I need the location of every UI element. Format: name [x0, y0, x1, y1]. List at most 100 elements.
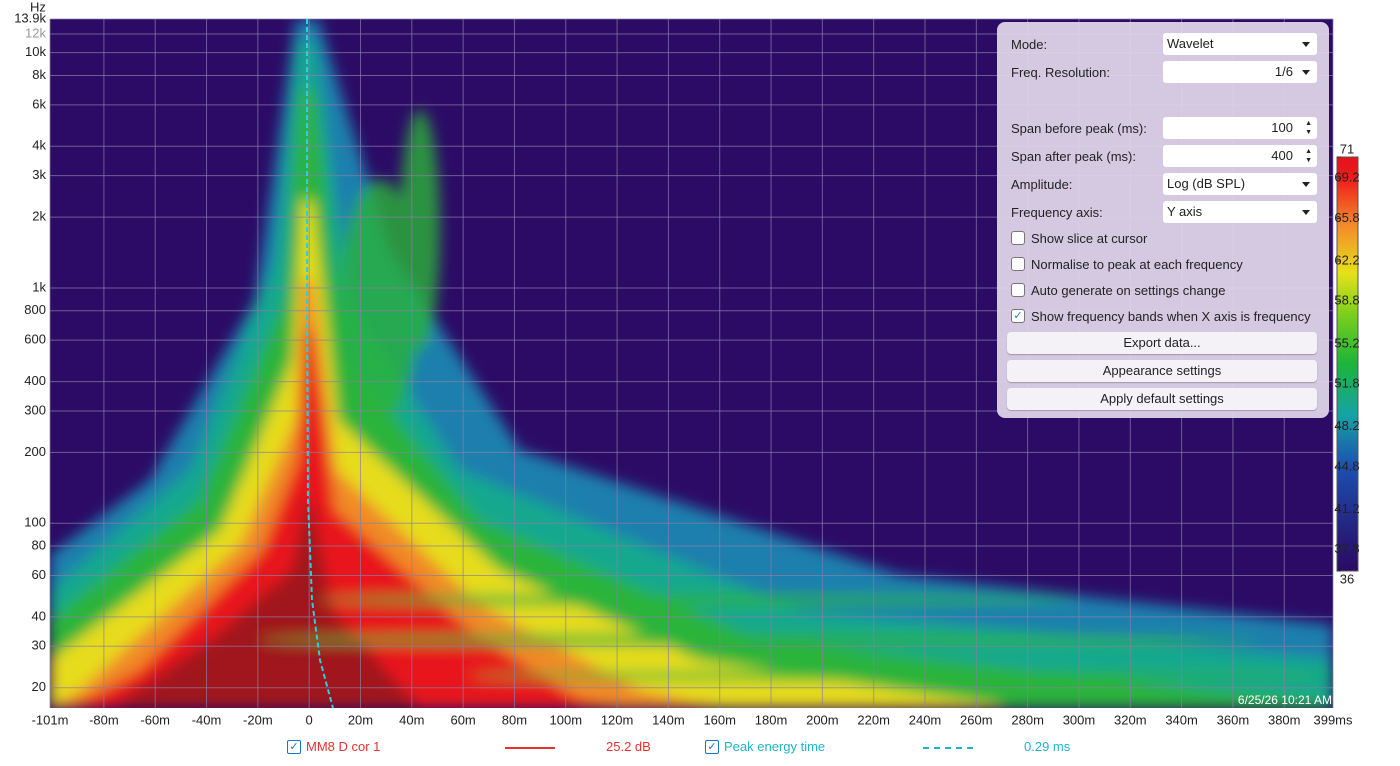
y-tick-label: 200 — [24, 444, 46, 459]
heatmap — [50, 19, 1333, 708]
freq-axis-row: Frequency axis: Y axis — [1011, 201, 1319, 223]
x-tick-label: 399ms — [1313, 712, 1353, 727]
x-tick-label: -80m — [89, 712, 119, 727]
spinbox[interactable]: 100 — [1163, 117, 1317, 139]
legend-name: Peak energy time — [724, 739, 826, 754]
y-tick-label: 2k — [32, 209, 46, 224]
mode-row: Mode: Wavelet — [1011, 33, 1319, 55]
colorbar-label: 62.2 — [1334, 253, 1359, 268]
x-tick-label: 240m — [909, 712, 942, 727]
y-tick-label: 3k — [32, 167, 46, 182]
label: Frequency axis: — [1011, 205, 1103, 220]
y-tick-label: 400 — [24, 373, 46, 388]
y-tick-label: 800 — [24, 302, 46, 317]
button[interactable]: Appearance settings — [1007, 360, 1317, 382]
colorbar-label: 48.2 — [1334, 418, 1359, 433]
colorbar-label: 51.8 — [1334, 376, 1359, 391]
y-tick-label: 80 — [32, 537, 46, 552]
x-tick-label: 380m — [1268, 712, 1301, 727]
span-before-row: Span before peak (ms): 100 — [1011, 117, 1319, 139]
label: Amplitude: — [1011, 177, 1073, 192]
x-tick-label: 260m — [960, 712, 993, 727]
legend-name: MM8 D cor 1 — [306, 739, 381, 754]
x-tick-label: -101m — [32, 712, 69, 727]
y-tick-label: 10k — [25, 44, 46, 59]
peak-energy-curve — [306, 19, 334, 709]
x-tick-label: 180m — [755, 712, 788, 727]
label: Span after peak (ms): — [1011, 149, 1136, 164]
dropdown[interactable]: Log (dB SPL) — [1163, 173, 1317, 195]
y-tick-label: 4k — [32, 138, 46, 153]
checkbox-label: Auto generate on settings change — [1031, 283, 1226, 298]
colorbar-label: 37.8 — [1334, 541, 1359, 556]
span-after-row: Span after peak (ms): 400 — [1011, 145, 1319, 167]
checkbox[interactable]: ✓ — [1011, 309, 1025, 323]
colorbar-label: 55.2 — [1334, 335, 1359, 350]
y-tick-label: 60 — [32, 567, 46, 582]
x-tick-label: 140m — [652, 712, 685, 727]
legend-checkbox[interactable]: ✓ — [705, 740, 719, 754]
checkbox-label: Normalise to peak at each frequency — [1031, 257, 1243, 272]
legend: ✓ MM8 D cor 1 25.2 dB ✓ Peak energy time 0.29… — [0, 738, 1400, 758]
x-tick-label: 360m — [1217, 712, 1250, 727]
colorbar-label: 41.2 — [1334, 501, 1359, 516]
x-tick-label: -40m — [192, 712, 222, 727]
timestamp: 6/25/26 10:21 AM — [1237, 693, 1332, 707]
y-tick-label: 20 — [32, 679, 46, 694]
legend-readout: 25.2 dB — [606, 739, 651, 754]
label: Freq. Resolution: — [1011, 65, 1110, 80]
settings-panel: Mode: Wavelet Freq. Resolution: 1/6 Span b… — [997, 22, 1329, 418]
y-tick-label: 600 — [24, 332, 46, 347]
colorbar-label: 71 — [1340, 141, 1354, 156]
x-tick-label: 80m — [502, 712, 527, 727]
y-unit: Hz — [30, 0, 46, 14]
checkbox[interactable] — [1011, 283, 1025, 297]
button[interactable]: Export data... — [1007, 332, 1317, 354]
amplitude-row: Amplitude: Log (dB SPL) — [1011, 173, 1319, 195]
legend-checkbox[interactable]: ✓ — [287, 740, 301, 754]
colorbar-label: 44.8 — [1334, 458, 1359, 473]
x-tick-label: 40m — [399, 712, 424, 727]
x-tick-label: 0 — [306, 712, 313, 727]
dropdown[interactable]: Y axis — [1163, 201, 1317, 223]
spinbox[interactable]: 400 — [1163, 145, 1317, 167]
button[interactable]: Apply default settings — [1007, 388, 1317, 410]
y-tick-label: 1k — [32, 279, 46, 294]
x-tick-label: -20m — [243, 712, 273, 727]
x-tick-label: 300m — [1063, 712, 1096, 727]
y-tick-label: 6k — [32, 96, 46, 111]
legend-line — [505, 747, 555, 749]
checkbox-label: Show frequency bands when X axis is freq… — [1031, 309, 1311, 324]
y-tick-label: 40 — [32, 608, 46, 623]
y-tick-label: 100 — [24, 515, 46, 530]
legend-line — [923, 747, 973, 749]
label: Mode: — [1011, 37, 1048, 52]
y-tick-label: 30 — [32, 638, 46, 653]
checkbox[interactable] — [1011, 231, 1025, 245]
freq-row: Freq. Resolution: 1/6 — [1011, 61, 1319, 83]
x-tick-label: 340m — [1165, 712, 1198, 727]
x-tick-label: 20m — [348, 712, 373, 727]
colorbar — [1336, 156, 1359, 572]
x-tick-label: 60m — [450, 712, 475, 727]
checkbox[interactable] — [1011, 257, 1025, 271]
label: Span before peak (ms): — [1011, 121, 1147, 136]
colorbar-label: 58.8 — [1334, 293, 1359, 308]
x-tick-label: 320m — [1114, 712, 1147, 727]
x-tick-label: 220m — [857, 712, 890, 727]
y-tick-label: 8k — [32, 67, 46, 82]
x-tick-label: 160m — [703, 712, 736, 727]
x-tick-label: 100m — [550, 712, 583, 727]
y-tick-label: 13.9k — [14, 10, 46, 25]
dropdown[interactable]: Wavelet — [1163, 33, 1317, 55]
colorbar-label: 69.2 — [1334, 170, 1359, 185]
x-tick-label: 200m — [806, 712, 839, 727]
y-tick-label: 300 — [24, 402, 46, 417]
x-tick-label: -60m — [140, 712, 170, 727]
dropdown[interactable]: 1/6 — [1163, 61, 1317, 83]
legend-readout: 0.29 ms — [1024, 739, 1071, 754]
x-tick-label: 120m — [601, 712, 634, 727]
x-tick-label: 280m — [1011, 712, 1044, 727]
colorbar-label: 65.8 — [1334, 210, 1359, 225]
